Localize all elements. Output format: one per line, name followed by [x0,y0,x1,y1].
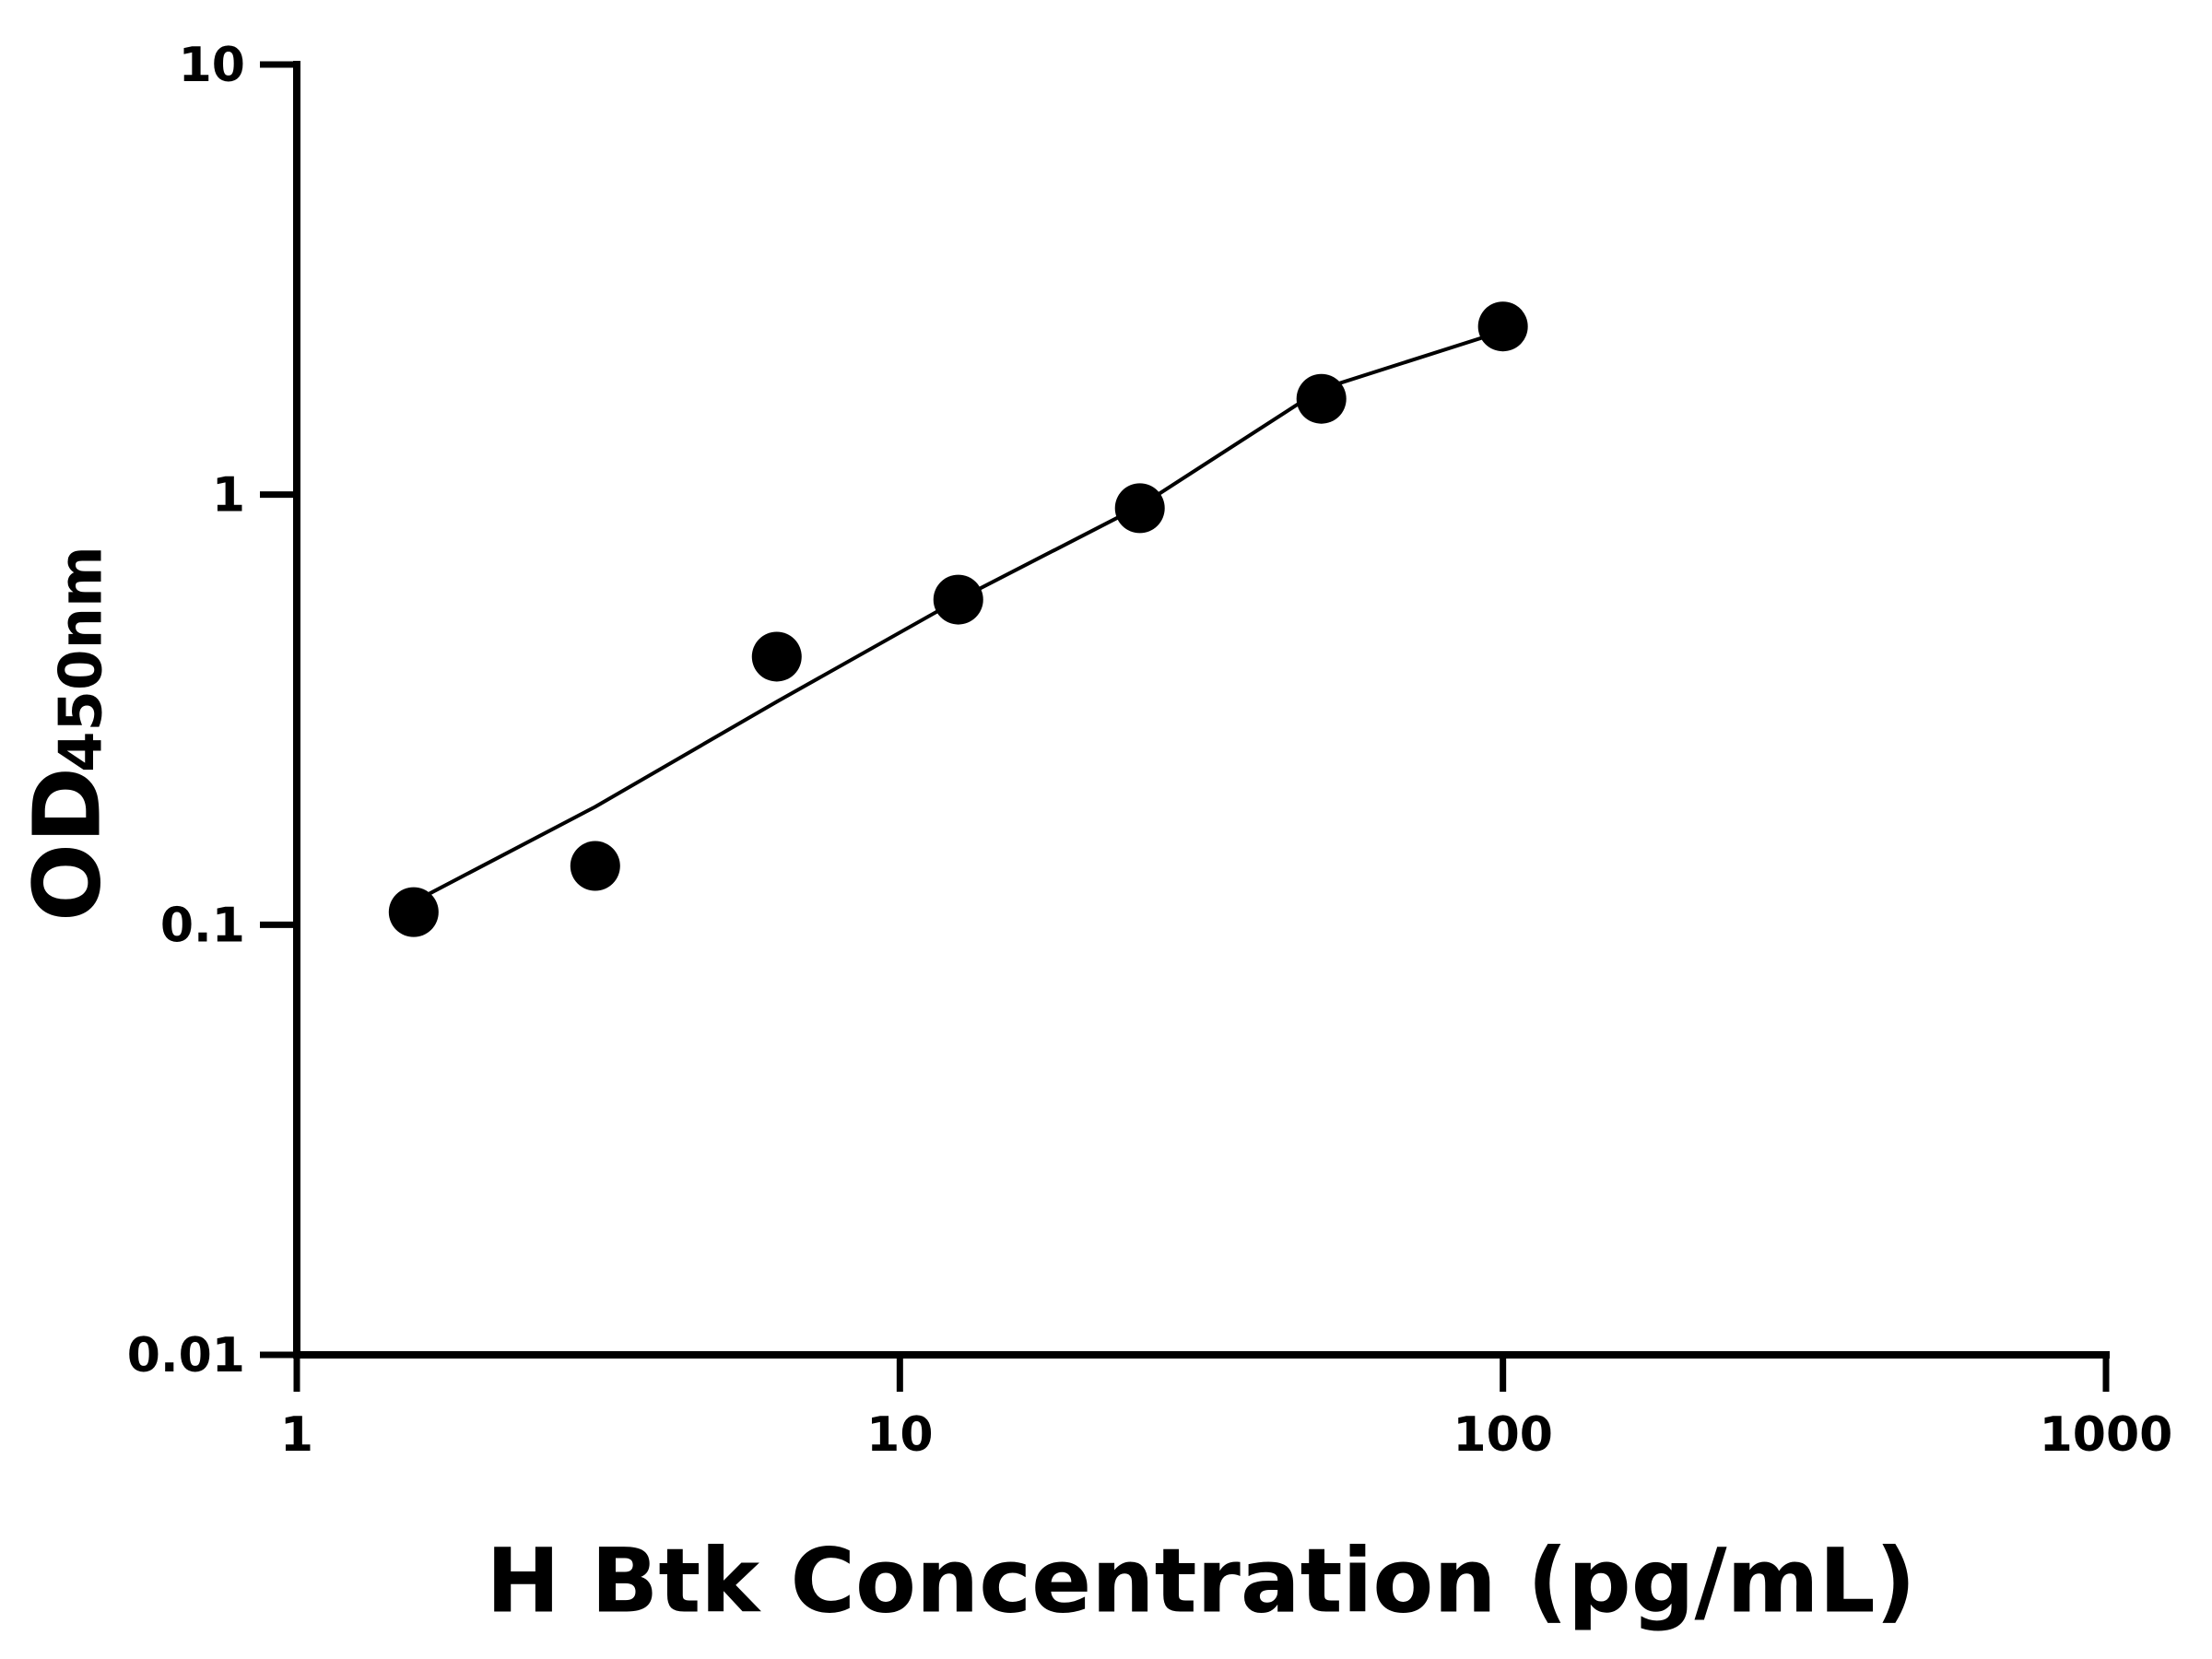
x-axis-title: H Btk Concentration (pg/mL) [486,1529,1915,1632]
x-tick-label: 100 [1453,1407,1553,1463]
y-tick-label: 0.01 [127,1328,245,1383]
y-axis-title: OD [13,767,121,922]
data-point [1477,301,1528,352]
data-point [388,887,439,937]
y-axis-title-subscript: 450nm [48,546,116,772]
y-tick-label: 0.1 [160,898,245,953]
x-tick-label: 10 [866,1407,933,1463]
fit-curve [412,329,1504,904]
data-point [570,841,620,891]
y-tick-label: 10 [179,38,245,93]
y-tick-label: 1 [212,468,245,524]
x-tick-label: 1 [280,1407,313,1463]
data-point [751,631,802,682]
x-tick-label: 1000 [2040,1407,2173,1463]
